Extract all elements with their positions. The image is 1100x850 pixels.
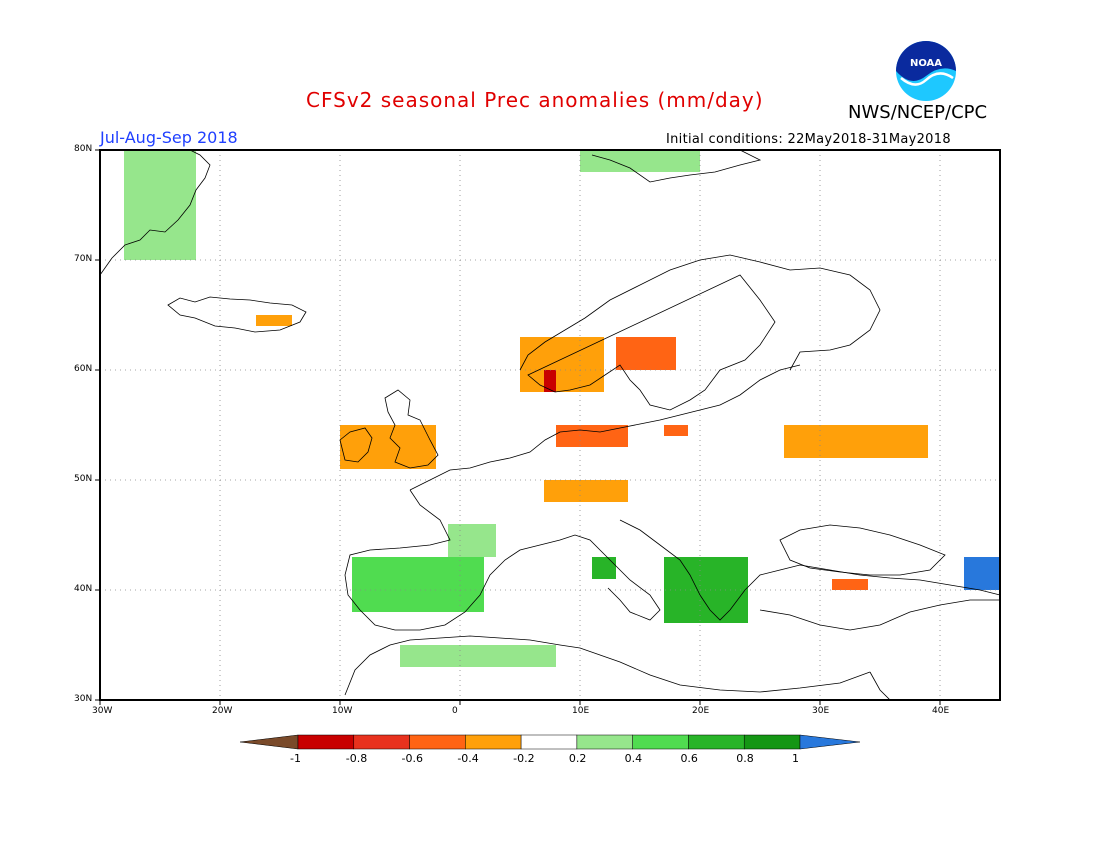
- coast-scandinavia: [519, 254, 881, 411]
- colorbar-segment: [465, 734, 522, 750]
- coast-iceland: [167, 296, 307, 333]
- lat-tick-label: 50N: [74, 474, 93, 484]
- anomaly-patch: [664, 425, 688, 436]
- coast-britain: [384, 389, 439, 469]
- period-label: Jul-Aug-Sep 2018: [100, 128, 238, 147]
- lon-tick-label: 40E: [932, 706, 950, 716]
- colorbar-label: -0.2: [513, 752, 535, 765]
- coast-continent: [344, 364, 1001, 631]
- anomaly-patch: [784, 425, 928, 458]
- lon-tick-label: 10W: [332, 706, 353, 716]
- anomaly-patch: [400, 645, 556, 667]
- axis-ticks: [95, 149, 941, 705]
- lat-tick-label: 80N: [74, 144, 93, 154]
- noaa-logo-text: NOAA: [910, 58, 942, 69]
- lon-tick-label: 30E: [812, 706, 830, 716]
- map-frame: [99, 149, 1001, 701]
- coastlines: [99, 149, 1001, 701]
- colorbar-low-arrow: [239, 734, 299, 750]
- anomaly-patch: [352, 557, 484, 612]
- coast-svalbard: [591, 149, 762, 183]
- lat-tick-label: 40N: [74, 584, 93, 594]
- coast-north-africa: [344, 635, 871, 696]
- anomaly-patch: [580, 150, 700, 172]
- colorbar-segment: [632, 734, 689, 750]
- anomaly-patch: [544, 370, 556, 392]
- lon-tick-label: 20E: [692, 706, 710, 716]
- lat-tick-label: 60N: [74, 364, 93, 374]
- anomaly-patch: [592, 557, 616, 579]
- anomaly-cells: [124, 150, 1000, 667]
- noaa-logo: NOAA: [896, 41, 956, 101]
- lon-tick-label: 30W: [92, 706, 113, 716]
- colorbar-segment: [743, 734, 801, 750]
- anomaly-patch: [124, 150, 196, 260]
- colorbar-segment: [576, 734, 633, 750]
- anomaly-patch: [340, 425, 436, 469]
- anomaly-patch: [448, 524, 496, 557]
- coast-ireland: [339, 427, 373, 463]
- colorbar-segment: [409, 734, 466, 750]
- colorbar-label: 0.2: [568, 752, 587, 765]
- colorbar-segment: [688, 734, 745, 750]
- lat-tick-label: 30N: [74, 694, 93, 704]
- coast-anatolia: [759, 599, 1000, 701]
- colorbar-label: 0.4: [624, 752, 643, 765]
- colorbar: [239, 734, 861, 750]
- colorbar-segment: [353, 734, 410, 750]
- coast-black-sea: [779, 524, 946, 576]
- colorbar-segment: [520, 734, 578, 750]
- colorbar-label: -1: [290, 752, 301, 765]
- colorbar-label: 0.8: [736, 752, 754, 765]
- agency-label: NWS/NCEP/CPC: [848, 102, 988, 123]
- lon-tick-label: 0: [452, 706, 458, 716]
- lon-tick-label: 20W: [212, 706, 233, 716]
- anomaly-patch: [832, 579, 868, 590]
- chart-title: CFSv2 seasonal Prec anomalies (mm/day): [306, 88, 764, 112]
- anomaly-patch: [964, 557, 1000, 590]
- initial-conditions-label: Initial conditions: 22May2018-31May2018: [666, 132, 951, 147]
- colorbar-label: 0.6: [680, 752, 698, 765]
- colorbar-label: -0.4: [457, 752, 479, 765]
- colorbar-label: -0.8: [345, 752, 368, 765]
- coast-greenland: [99, 149, 211, 276]
- colorbar-high-arrow: [799, 734, 861, 750]
- lat-tick-label: 70N: [74, 254, 93, 264]
- lon-tick-label: 10E: [572, 706, 590, 716]
- colorbar-segment: [297, 734, 355, 750]
- colorbar-label: -0.6: [401, 752, 424, 765]
- anomaly-patch: [544, 480, 628, 502]
- colorbar-label: 1: [792, 752, 799, 765]
- anomaly-patch: [256, 315, 292, 326]
- anomaly-patch: [616, 337, 676, 370]
